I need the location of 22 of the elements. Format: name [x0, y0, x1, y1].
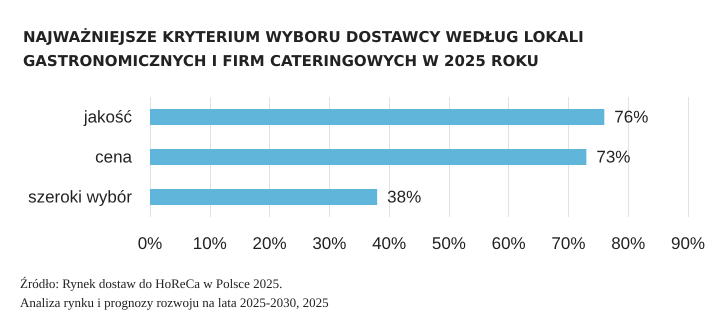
data-label: 73%: [596, 148, 630, 166]
bar: [150, 109, 604, 125]
x-tick-label: 0%: [138, 234, 162, 253]
data-label: 38%: [387, 188, 422, 206]
data-label: 76%: [614, 108, 648, 126]
text: Analiza rynku i prognozy rozwoju na lata 2025-2030, 2025: [20, 295, 329, 310]
x-tick-label: 20%: [252, 234, 287, 253]
x-tick-label: 90%: [670, 234, 706, 253]
y-tick-label: cena: [95, 148, 133, 166]
chart-title: NAJWAŻNIEJSZE KRYTERIUM WYBORU DOSTAWCY WEDŁUG LOKALI GASTRONOMICZNYCH I FIRM CATERINGOWYCH W 2025 ROKU: [23, 28, 589, 70]
x-tick-label: 30%: [312, 234, 346, 253]
x-tick-label: 40%: [372, 234, 406, 253]
y-tick-label: jakość: [82, 108, 132, 126]
y-tick-label: szeroki wybór: [28, 188, 132, 206]
x-tick-label: 10%: [192, 234, 227, 253]
x-tick-label: 80%: [611, 234, 646, 253]
x-tick-label: 70%: [551, 234, 586, 253]
text: Źródło: Rynek dostaw do HoReCa w Polsce 2025.: [20, 276, 282, 291]
bar: [150, 149, 586, 165]
bar: [150, 189, 378, 205]
x-tick-label: 60%: [492, 234, 526, 253]
x-tick-label: 50%: [432, 234, 466, 253]
